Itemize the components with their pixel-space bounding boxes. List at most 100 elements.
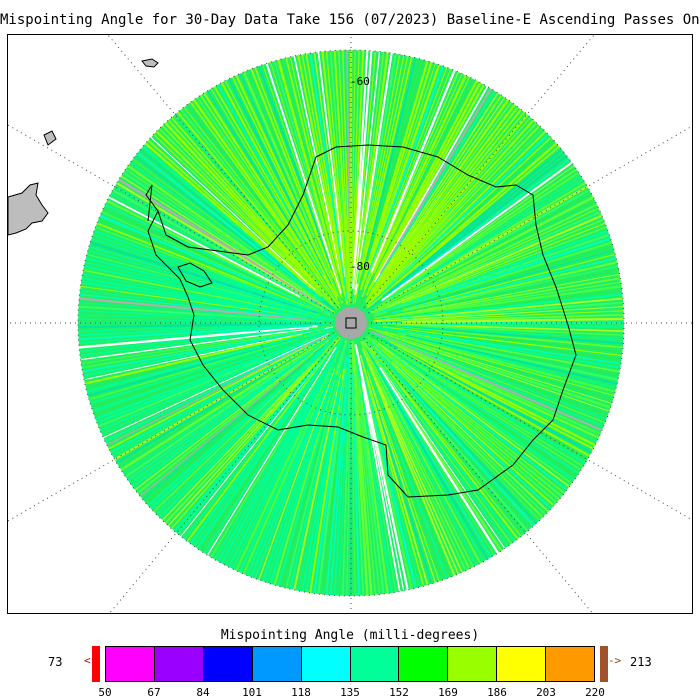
swath-ray	[81, 252, 320, 316]
swath-ray	[355, 360, 394, 596]
falkland-islands	[141, 58, 159, 68]
pole-hole	[335, 307, 367, 339]
swath-ray	[81, 326, 334, 395]
colorbar-tick-label: 169	[438, 686, 458, 699]
swath-ray	[365, 353, 473, 574]
swath-ray	[403, 252, 621, 310]
colorbar-cell	[106, 647, 155, 681]
swath-ray	[130, 340, 329, 494]
swath-ray	[372, 371, 469, 576]
swath-ray	[364, 62, 450, 288]
swath-ray	[114, 334, 333, 470]
swath-ray	[354, 50, 406, 303]
swath-ray	[236, 357, 337, 578]
swath-ray	[377, 209, 606, 312]
swath-ray	[372, 325, 624, 370]
swath-ray	[364, 338, 532, 536]
swath-ray	[352, 341, 386, 596]
swath-ray	[78, 327, 297, 353]
antarctic-peninsula	[145, 184, 159, 222]
swath-ray	[79, 260, 314, 316]
swath-ray	[98, 205, 322, 310]
swath-ray	[379, 292, 624, 322]
swath-ray	[362, 50, 410, 268]
swath-ray	[378, 323, 624, 337]
swath-ray	[372, 92, 509, 291]
swath-ray	[397, 348, 595, 460]
swath-ray	[240, 365, 334, 580]
swath-ray	[121, 166, 320, 302]
swath-ray	[78, 309, 325, 323]
swath-ray	[352, 50, 365, 267]
swath-ray	[384, 358, 544, 525]
swath-ray	[158, 362, 314, 525]
swath-ray	[381, 358, 535, 533]
colorbar-under-swatch	[92, 646, 100, 682]
colorbar-title: Mispointing Angle (milli-degrees)	[220, 628, 480, 643]
swath-ray	[89, 228, 320, 313]
swath-ray	[368, 59, 442, 270]
swath-ray	[256, 368, 336, 585]
swath-ray	[381, 340, 591, 467]
swath-ray	[371, 68, 465, 277]
swath-ray	[399, 182, 593, 296]
latitude-label-80: -80	[350, 260, 370, 273]
swath-ray	[365, 348, 491, 565]
pole-marker	[345, 317, 357, 329]
swath-ray	[85, 239, 319, 314]
swath-ray	[351, 374, 356, 596]
swath-ray	[183, 100, 333, 298]
swath-ray	[288, 51, 346, 297]
swath-ray	[101, 197, 324, 310]
swath-ray	[396, 162, 579, 292]
swath-ray	[351, 373, 361, 596]
swath-ray	[149, 361, 311, 516]
swath-ray	[161, 118, 320, 290]
swath-ray	[367, 337, 564, 504]
swath-ray	[233, 70, 340, 298]
swath-ray	[366, 369, 442, 587]
swath-ray	[376, 331, 615, 414]
swath-ray	[170, 362, 318, 536]
swath-ray	[388, 301, 624, 322]
swath-ray	[393, 355, 572, 494]
swath-ray	[78, 305, 323, 323]
swath-ray	[320, 50, 350, 300]
swath-ray	[398, 354, 584, 477]
swath-ray	[366, 113, 535, 306]
swath-ray	[357, 364, 398, 596]
swath-ray	[386, 335, 612, 422]
swath-ray	[377, 352, 538, 531]
swath-ray	[78, 324, 318, 350]
colorbar-tick-label: 152	[389, 686, 409, 699]
swath-ray	[125, 159, 335, 312]
swath-ray	[167, 113, 324, 292]
swath-ray	[373, 81, 491, 283]
swath-ray	[140, 139, 312, 289]
swath-ray	[366, 60, 446, 277]
swath-ray	[86, 236, 310, 311]
swath-ray	[389, 322, 624, 328]
swath-ray	[167, 360, 318, 533]
colorbar-tick-label: 135	[340, 686, 360, 699]
swath-ray	[143, 136, 322, 297]
swath-ray	[155, 124, 338, 310]
latitude-label-60: -60	[350, 75, 370, 88]
swath-ray	[374, 75, 480, 277]
swath-ray	[280, 53, 345, 295]
swath-ray	[390, 197, 601, 304]
swath-ray	[352, 50, 373, 289]
swath-ray	[365, 79, 488, 296]
swath-ray	[276, 344, 346, 592]
swath-ray	[222, 371, 326, 570]
swath-ray	[369, 86, 498, 292]
ice-shelf-edge	[177, 262, 213, 288]
swath-ray	[367, 338, 550, 519]
swath-ray	[352, 371, 365, 596]
swath-ray	[360, 347, 458, 581]
swath-ray	[364, 58, 438, 280]
swath-ray	[362, 57, 434, 283]
swath-ray	[102, 332, 331, 448]
map-panel: -60 -80	[7, 34, 693, 614]
colorbar-cell	[203, 647, 253, 681]
